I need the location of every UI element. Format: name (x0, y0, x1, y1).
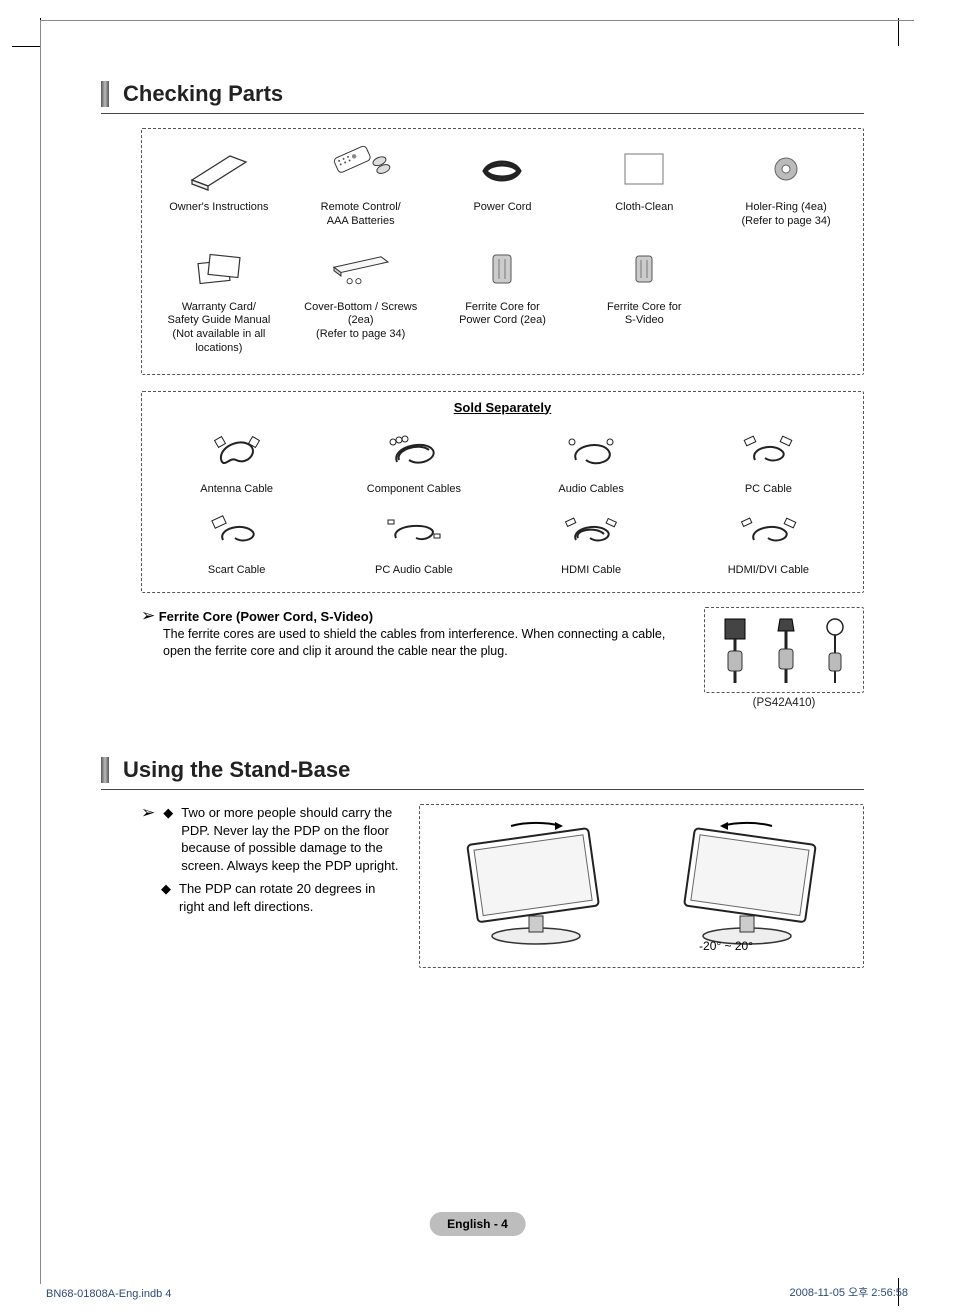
heading-bar-icon (101, 757, 109, 783)
footer-filename: BN68-01808A-Eng.indb 4 (46, 1288, 171, 1300)
part-warranty-card: Warranty Card/Safety Guide Manual(Not av… (148, 239, 290, 366)
part-label: Warranty Card/Safety Guide Manual(Not av… (168, 301, 271, 356)
part-label: Ferrite Core forS-Video (607, 301, 682, 329)
cable-icon (380, 506, 448, 558)
stand-diagram: -20° ~ 20° (419, 804, 864, 968)
heading-checking-parts: Checking Parts (101, 81, 864, 114)
item-label: Scart Cable (208, 564, 265, 578)
part-label: Holer-Ring (4ea)(Refer to page 34) (741, 201, 830, 229)
part-label: Cloth-Clean (615, 201, 673, 215)
ferrite-note-text: ➢ Ferrite Core (Power Cord, S-Video) The… (141, 607, 682, 660)
cable-icon (557, 425, 625, 477)
heading1-text: Checking Parts (123, 81, 283, 107)
item-pc-cable: PC Cable (680, 423, 857, 505)
page-number-badge: English - 4 (429, 1212, 526, 1236)
heading-bar-icon (101, 81, 109, 107)
heading-stand-base: Using the Stand-Base (101, 757, 864, 790)
part-empty (715, 239, 857, 366)
angle-label: -20° ~ 20° (699, 939, 753, 953)
stand-bullet-2: The PDP can rotate 20 degrees in right a… (179, 880, 401, 915)
parts-row-2: Warranty Card/Safety Guide Manual(Not av… (148, 239, 857, 366)
cable-icon (380, 425, 448, 477)
part-label: Owner's Instructions (169, 201, 268, 215)
stand-bullet-1: Two or more people should carry the PDP.… (181, 804, 401, 874)
item-label: Audio Cables (558, 483, 623, 497)
diamond-icon: ◆ (163, 804, 173, 874)
chevron-icon: ➢ (141, 607, 155, 624)
part-remote-batteries: Remote Control/AAA Batteries (290, 139, 432, 239)
part-owners-instructions: Owner's Instructions (148, 139, 290, 239)
item-hdmi-cable: HDMI Cable (503, 504, 680, 586)
stand-text: ➢ ◆ Two or more people should carry the … (141, 804, 401, 921)
model-label: (PS42A410) (704, 697, 864, 709)
manual-icon (185, 143, 253, 195)
item-audio-cables: Audio Cables (503, 423, 680, 505)
item-hdmi-dvi-cable: HDMI/DVI Cable (680, 504, 857, 586)
chevron-icon: ➢ (141, 804, 155, 874)
sold-separately-box: Sold Separately Antenna Cable Component … (141, 391, 864, 594)
footer-timestamp: 2008-11-05 오후 2:56:58 (789, 1284, 908, 1300)
item-label: HDMI/DVI Cable (728, 564, 809, 578)
remote-icon (327, 143, 395, 195)
part-ferrite-power: Ferrite Core forPower Cord (2ea) (432, 239, 574, 366)
item-scart-cable: Scart Cable (148, 504, 325, 586)
cable-icon (734, 425, 802, 477)
included-parts-box: Owner's Instructions Remote Control/AAA … (141, 128, 864, 375)
item-label: HDMI Cable (561, 564, 621, 578)
cable-icon (734, 506, 802, 558)
part-label: Ferrite Core forPower Cord (2ea) (459, 301, 546, 329)
item-pc-audio-cable: PC Audio Cable (325, 504, 502, 586)
part-label: Remote Control/AAA Batteries (321, 201, 401, 229)
cord-icon (468, 143, 536, 195)
item-label: Antenna Cable (200, 483, 273, 497)
ferrite-heading: Ferrite Core (Power Cord, S-Video) (159, 609, 373, 624)
ferrite-diagram (704, 607, 864, 693)
cable-icon (203, 506, 271, 558)
parts-row-1: Owner's Instructions Remote Control/AAA … (148, 139, 857, 239)
item-label: PC Audio Cable (375, 564, 453, 578)
ferrite-icon (610, 243, 678, 295)
item-label: Component Cables (367, 483, 461, 497)
ring-icon (752, 143, 820, 195)
diamond-icon: ◆ (161, 880, 171, 915)
cards-icon (185, 243, 253, 295)
heading2-text: Using the Stand-Base (123, 757, 350, 783)
cable-icon (557, 506, 625, 558)
cloth-icon (610, 143, 678, 195)
ferrite-core-note: ➢ Ferrite Core (Power Cord, S-Video) The… (141, 607, 864, 709)
stand-content-row: ➢ ◆ Two or more people should carry the … (141, 804, 864, 968)
part-cloth: Cloth-Clean (573, 139, 715, 239)
part-label: Cover-Bottom / Screws(2ea)(Refer to page… (304, 301, 417, 342)
part-cover-bottom: Cover-Bottom / Screws(2ea)(Refer to page… (290, 239, 432, 366)
ferrite-icon (468, 243, 536, 295)
item-antenna-cable: Antenna Cable (148, 423, 325, 505)
part-ferrite-svideo: Ferrite Core forS-Video (573, 239, 715, 366)
page: Checking Parts Owner's Instructions Remo… (40, 20, 914, 1284)
part-label: Power Cord (473, 201, 531, 215)
sep-row-1: Antenna Cable Component Cables Audio Cab… (148, 423, 857, 505)
item-label: PC Cable (745, 483, 792, 497)
item-component-cables: Component Cables (325, 423, 502, 505)
part-power-cord: Power Cord (432, 139, 574, 239)
cover-icon (327, 243, 395, 295)
cable-icon (203, 425, 271, 477)
sep-row-2: Scart Cable PC Audio Cable HDMI Cable HD… (148, 504, 857, 586)
ferrite-body: The ferrite cores are used to shield the… (141, 626, 682, 660)
ferrite-image-block: (PS42A410) (704, 607, 864, 709)
sold-separately-title: Sold Separately (148, 400, 857, 415)
part-holder-ring: Holer-Ring (4ea)(Refer to page 34) (715, 139, 857, 239)
